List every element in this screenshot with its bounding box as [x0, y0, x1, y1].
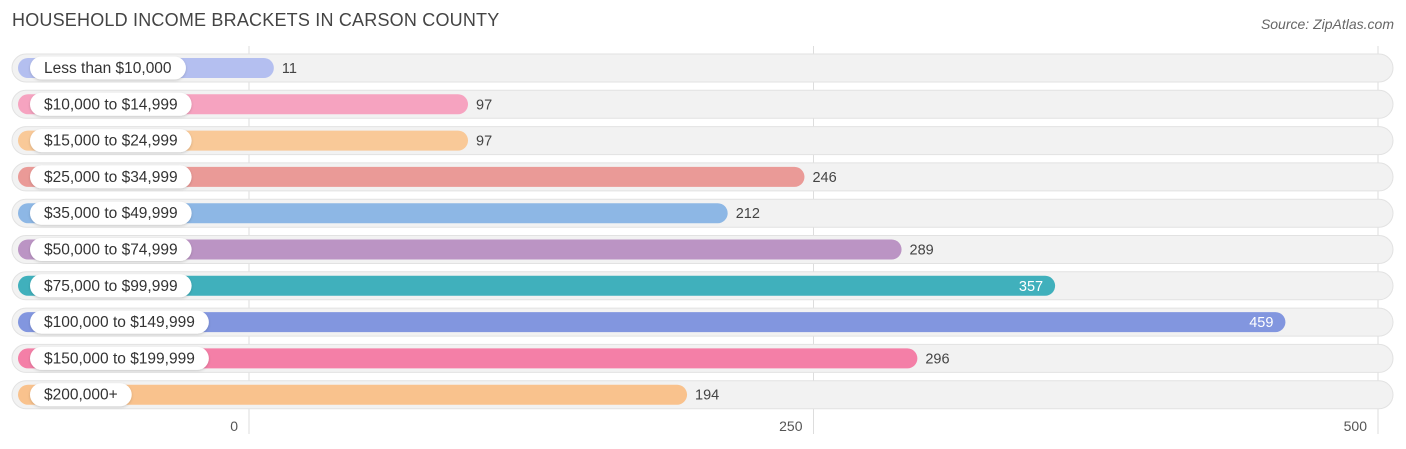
category-label: $25,000 to $34,999 [44, 169, 178, 186]
value-label: 194 [695, 388, 719, 404]
category-label-pill [30, 238, 192, 261]
value-label: 97 [476, 97, 492, 113]
category-label: $75,000 to $99,999 [44, 278, 178, 295]
x-axis-ticks: 0 250 500 [230, 418, 1367, 434]
bar-rows: Less than $10,000 11$10,000 to $14,999 97$… [11, 53, 1394, 410]
category-label-pill [30, 201, 192, 225]
value-label: 212 [736, 206, 760, 222]
bar [18, 312, 1286, 333]
bar [18, 275, 1056, 296]
bar-row: $25,000 to $34,999 246 [11, 162, 1394, 192]
bar [18, 166, 805, 187]
category-label-pill [30, 310, 209, 334]
category-label-pill [30, 92, 192, 116]
bar-row: $10,000 to $14,999 97 [11, 89, 1394, 119]
bar-row: $150,000 to $199,999 296 [11, 343, 1394, 373]
bar-row: $75,000 to $99,999 357 [11, 271, 1394, 301]
category-label: $100,000 to $149,999 [44, 314, 195, 331]
category-label: $150,000 to $199,999 [44, 350, 195, 367]
bar-row: $100,000 to $149,999 459 [11, 307, 1394, 337]
category-label-pill [30, 129, 192, 153]
x-tick-label: 250 [779, 418, 803, 434]
category-label-pill [30, 274, 192, 298]
category-label-pill [30, 383, 132, 407]
value-label: 296 [925, 351, 949, 367]
category-label: $15,000 to $24,999 [44, 133, 178, 150]
row-background [11, 53, 1394, 83]
category-label-pill [30, 56, 186, 80]
category-label: Less than $10,000 [44, 60, 172, 77]
value-label: 459 [1249, 315, 1273, 331]
category-label: $50,000 to $74,999 [44, 242, 178, 259]
value-label: 11 [282, 61, 297, 77]
category-label: $10,000 to $14,999 [44, 96, 178, 113]
category-label-pill [30, 165, 192, 189]
bar-row: $200,000+ 194 [11, 380, 1394, 410]
bar [18, 348, 918, 369]
x-tick-label: 500 [1344, 418, 1368, 434]
bar [18, 203, 728, 224]
category-label-pill [30, 346, 209, 370]
bar [18, 239, 902, 260]
x-tick-label: 0 [230, 418, 238, 434]
source-credit: Source: ZipAtlas.com [1260, 16, 1394, 32]
bar [18, 384, 688, 405]
category-label: $35,000 to $49,999 [44, 205, 178, 222]
value-label: 246 [812, 170, 836, 186]
bar-row: $15,000 to $24,999 97 [11, 126, 1394, 156]
value-label: 289 [910, 243, 934, 259]
bar-row: $50,000 to $74,999 289 [11, 235, 1394, 264]
bar-row: Less than $10,000 11 [11, 53, 1394, 83]
category-label: $200,000+ [44, 387, 118, 404]
value-label: 97 [476, 134, 492, 150]
value-label: 357 [1019, 279, 1043, 295]
bar-row: $35,000 to $49,999 212 [11, 198, 1394, 228]
chart-title: HOUSEHOLD INCOME BRACKETS IN CARSON COUN… [12, 10, 500, 30]
